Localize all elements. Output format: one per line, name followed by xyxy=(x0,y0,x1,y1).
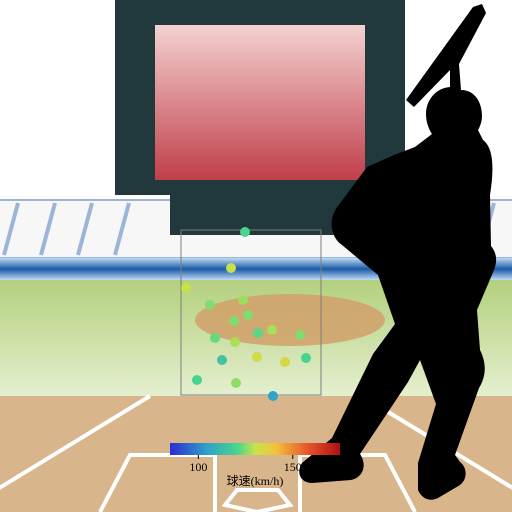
pitch-marker xyxy=(243,310,253,320)
pitchers-mound xyxy=(195,294,385,346)
pitch-marker xyxy=(230,337,240,347)
scoreboard-neck xyxy=(170,195,350,235)
pitch-marker xyxy=(231,378,241,388)
pitch-marker xyxy=(210,333,220,343)
pitch-marker xyxy=(238,295,248,305)
pitch-marker xyxy=(295,330,305,340)
pitch-marker xyxy=(181,283,191,293)
scoreboard-screen xyxy=(155,25,365,180)
pitch-zone-figure: 100 150球速(km/h) xyxy=(0,0,512,512)
colorbar xyxy=(170,443,340,455)
pitch-marker xyxy=(267,325,277,335)
pitch-marker xyxy=(226,263,236,273)
pitch-marker xyxy=(229,316,239,326)
colorbar-label: 球速(km/h) xyxy=(227,474,284,488)
pitch-marker xyxy=(253,328,263,338)
colorbar-tick-label: 100 xyxy=(189,460,207,474)
pitch-marker xyxy=(252,352,262,362)
pitch-marker xyxy=(280,357,290,367)
pitch-marker xyxy=(192,375,202,385)
pitch-marker xyxy=(301,353,311,363)
pitch-marker xyxy=(240,227,250,237)
pitch-marker xyxy=(205,300,215,310)
pitch-marker xyxy=(217,355,227,365)
pitch-marker xyxy=(268,391,278,401)
colorbar-tick-label: 150 xyxy=(284,460,302,474)
